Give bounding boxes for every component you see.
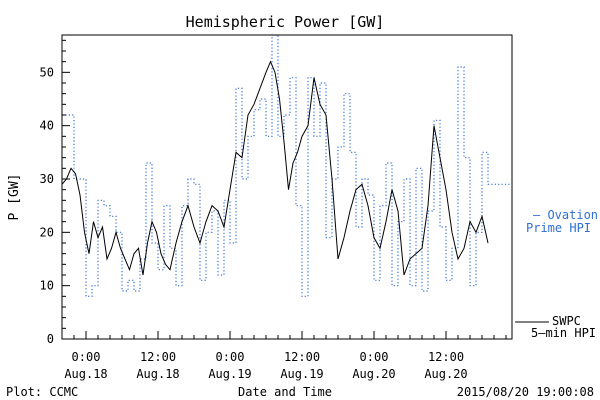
swpc-series [61,60,489,276]
footer-timestamp: 2015/08/20 19:00:08 [457,385,594,399]
x-tick-label-time: 0:00 [216,350,245,364]
y-tick-label: 40 [40,119,54,133]
legend-swpc-line1: SWPC [552,314,581,328]
x-tick-label-date: Aug.20 [424,367,467,381]
y-axis-label: P [GW] [7,174,22,221]
x-tick-label-time: 12:00 [284,350,320,364]
chart-title: Hemispheric Power [GW] [186,13,385,31]
plot-frame-rect [61,34,513,340]
y-tick-label: 10 [40,279,54,293]
x-tick-label-date: Aug.18 [64,367,107,381]
x-axis-ticks: 0:00 Aug.18 12:00 Aug.18 0:00 Aug.19 12:00 Aug.… [61,331,507,381]
x-tick-label-time: 12:00 [428,350,464,364]
legend: – Ovation Prime HPI SWPC 5–min HPI [515,208,598,340]
y-tick-label: 20 [40,225,54,239]
x-tick-label-time: 0:00 [72,350,101,364]
x-tick-label-date: Aug.19 [280,367,323,381]
plot-frame [61,34,513,340]
y-axis-ticks: 0 10 20 30 40 50 [40,39,70,346]
x-tick-label-time: 0:00 [360,350,389,364]
y-tick-label: 30 [40,172,54,186]
x-tick-label-date: Aug.20 [352,367,395,381]
legend-ovation-line1: – Ovation [533,208,598,222]
ovation-step-line [62,34,512,297]
x-tick-label-date: Aug.18 [136,367,179,381]
x-axis-label: Date and Time [238,385,332,399]
x-tick-label-time: 12:00 [140,350,176,364]
x-tick-label-date: Aug.19 [208,367,251,381]
ovation-series [61,34,512,297]
y-tick-label: 0 [47,332,54,346]
swpc-line [61,60,489,276]
legend-swpc-line2: 5–min HPI [531,326,596,340]
y-tick-label: 50 [40,65,54,79]
footer-credit: Plot: CCMC [6,385,78,399]
legend-ovation-line2: Prime HPI [526,221,591,235]
